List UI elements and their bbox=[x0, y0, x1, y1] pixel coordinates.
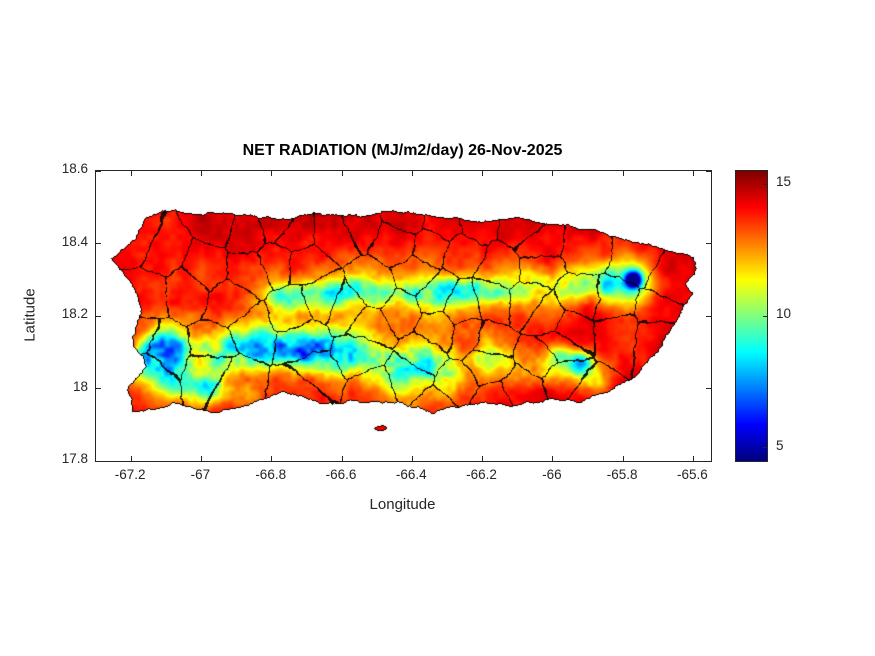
x-tick-label: -67.2 bbox=[114, 467, 146, 482]
y-tick-label: 17.8 bbox=[61, 451, 88, 466]
colorbar-gradient-canvas bbox=[736, 171, 767, 461]
x-tick-mark bbox=[411, 171, 413, 176]
y-tick-mark bbox=[706, 243, 711, 244]
colorbar-tick-mark bbox=[763, 447, 767, 449]
x-tick-mark bbox=[622, 171, 624, 176]
x-tick-mark bbox=[692, 171, 694, 176]
x-tick-label: -66.6 bbox=[325, 467, 357, 482]
x-tick-label: -66.4 bbox=[395, 467, 427, 482]
y-tick-label: 18.4 bbox=[61, 233, 88, 249]
x-tick-mark bbox=[692, 456, 694, 461]
colorbar bbox=[735, 170, 768, 462]
chart-title: NET RADIATION (MJ/m2/day) 26-Nov-2025 bbox=[242, 142, 563, 159]
y-tick-mark bbox=[706, 388, 711, 389]
colorbar-tick-label: 5 bbox=[776, 437, 784, 453]
x-tick-mark bbox=[130, 456, 132, 461]
x-tick-mark bbox=[482, 456, 484, 461]
y-tick-mark bbox=[706, 460, 711, 462]
x-axis-label: Longitude bbox=[369, 496, 436, 513]
x-tick-mark bbox=[552, 456, 554, 461]
colorbar-tick-label: 15 bbox=[776, 174, 792, 190]
y-tick-label: 18.2 bbox=[61, 306, 88, 321]
y-tick-mark bbox=[96, 460, 101, 462]
y-tick-mark bbox=[706, 170, 711, 172]
x-tick-label: -66.2 bbox=[466, 467, 497, 482]
x-tick-mark bbox=[411, 456, 413, 461]
x-tick-label: -66.8 bbox=[255, 467, 287, 482]
x-tick-label: -66 bbox=[542, 467, 562, 482]
x-tick-label: -67 bbox=[190, 467, 211, 482]
x-tick-mark bbox=[130, 171, 132, 176]
colorbar-tick-mark bbox=[763, 183, 767, 185]
x-tick-mark bbox=[341, 456, 343, 461]
x-tick-label: -65.6 bbox=[677, 467, 708, 482]
x-tick-label: -65.8 bbox=[606, 467, 638, 482]
y-tick-label: 18 bbox=[72, 378, 88, 394]
plot-area bbox=[95, 170, 712, 462]
y-tick-label: 18.6 bbox=[61, 161, 88, 176]
puerto-rico-heatmap-canvas bbox=[96, 171, 711, 461]
x-tick-mark bbox=[200, 171, 202, 176]
x-tick-mark bbox=[482, 171, 484, 176]
y-tick-mark bbox=[96, 388, 101, 389]
x-tick-mark bbox=[271, 456, 273, 461]
x-tick-mark bbox=[200, 456, 202, 461]
x-tick-mark bbox=[622, 456, 624, 461]
y-tick-mark bbox=[706, 315, 711, 317]
y-tick-mark bbox=[96, 243, 101, 244]
x-tick-mark bbox=[341, 171, 343, 176]
y-tick-mark bbox=[96, 170, 101, 172]
y-tick-mark bbox=[96, 315, 101, 317]
x-tick-mark bbox=[271, 171, 273, 176]
colorbar-tick-label: 10 bbox=[776, 306, 792, 321]
x-tick-mark bbox=[552, 171, 554, 176]
colorbar-tick-mark bbox=[763, 315, 767, 317]
